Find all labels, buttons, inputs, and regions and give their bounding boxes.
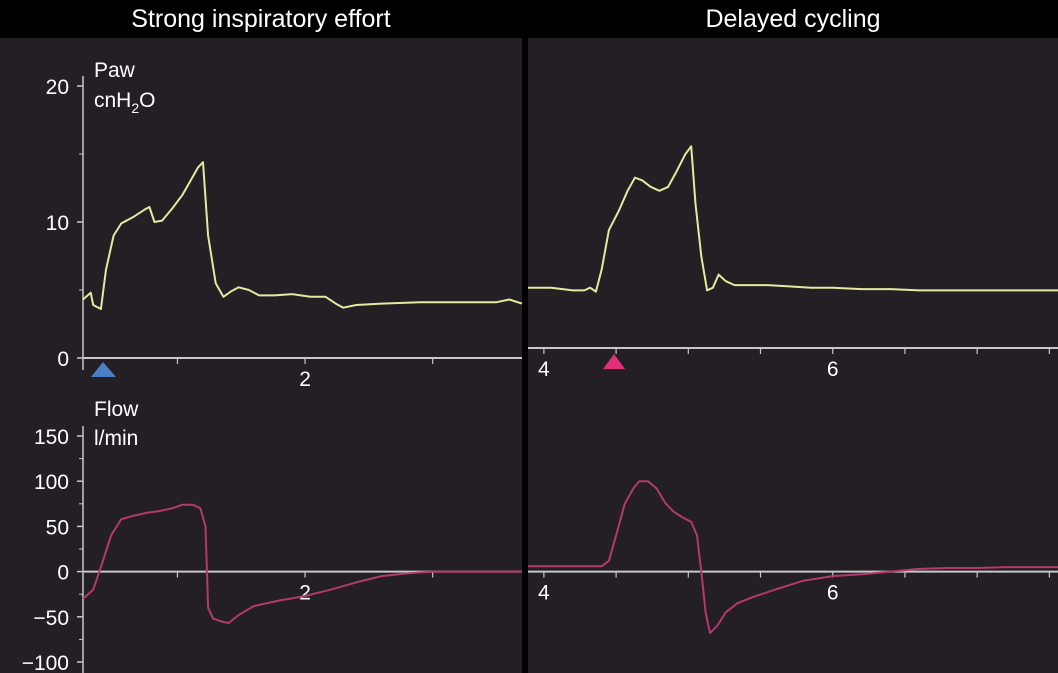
flow-y-tick-label: −50 [33,607,69,630]
flow-y-tick-label: −100 [22,652,69,673]
right-panel-title: Delayed cycling [705,5,881,33]
right-header-bar [528,0,1058,38]
flow-unit-label: l/min [94,427,138,450]
paw-y-tick-label: 10 [46,212,69,235]
paw-right-x-tick-label: 4 [538,358,550,381]
panel-divider [522,38,528,673]
paw-y-tick-label: 0 [57,348,69,371]
left-panel-title: Strong inspiratory effort [131,5,391,33]
flow-right-x-tick-label: 4 [538,582,550,605]
paw-axis-label: Paw [94,59,136,82]
flow-y-tick-label: 50 [46,516,69,539]
flow-right-x-tick-label: 6 [827,582,839,605]
flow-axis-label: Flow [94,398,139,421]
flow-left-waveform [82,503,522,625]
paw-left-waveform [82,161,523,310]
paw-y-tick-label: 20 [46,76,69,99]
pink-trigger-triangle [603,354,625,369]
paw-right-waveform [528,145,1058,293]
right-panel-background [528,38,1058,673]
left-header-bar [0,0,522,38]
left-panel-background [0,38,522,673]
blue-trigger-triangle [91,362,116,377]
flow-y-tick-label: 100 [34,471,69,494]
paw-right-x-tick-label: 6 [827,358,839,381]
paw-unit-label: cnH2O [94,89,156,116]
flow-right-waveform [528,480,1058,635]
flow-y-tick-label: 150 [34,426,69,449]
flow-left-x-tick-label: 2 [299,582,311,605]
paw-left-x-tick-label: 2 [299,368,311,391]
flow-y-tick-label: 0 [57,562,69,585]
